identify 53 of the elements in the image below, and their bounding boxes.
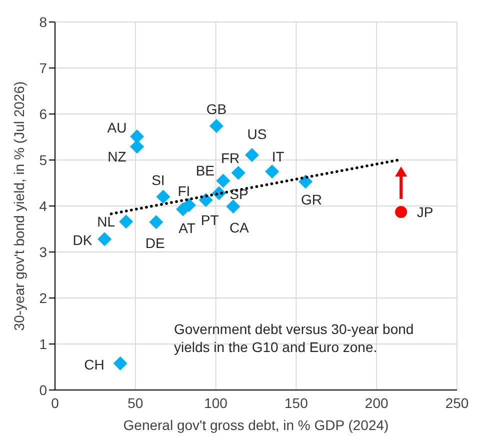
annotation: GB bbox=[206, 100, 227, 117]
x-tick-label: 50 bbox=[128, 394, 144, 411]
annotation: US bbox=[247, 126, 267, 142]
point bbox=[198, 193, 213, 208]
x-tick-label: 250 bbox=[445, 394, 469, 411]
y-tick-label: 6 bbox=[39, 106, 48, 122]
y-tick-label: 8 bbox=[39, 14, 48, 30]
point bbox=[149, 215, 164, 230]
annotation: SP bbox=[230, 186, 248, 202]
point bbox=[395, 206, 408, 218]
point bbox=[156, 190, 170, 204]
y-tick-label: 2 bbox=[39, 290, 48, 306]
annotation: NL bbox=[97, 214, 116, 230]
annotation: SI bbox=[152, 172, 165, 188]
y-tick-label: 4 bbox=[39, 198, 48, 214]
y-tick-label: 1 bbox=[39, 336, 48, 352]
y-tick-label: 3 bbox=[39, 244, 48, 260]
x-tick-label: 150 bbox=[284, 394, 308, 411]
point bbox=[244, 148, 259, 162]
annotation: GR bbox=[301, 192, 322, 208]
annotation: FI bbox=[178, 183, 190, 200]
annotation: DE bbox=[145, 235, 165, 252]
annotation: JP bbox=[416, 204, 434, 220]
annotation: CA bbox=[229, 219, 250, 236]
point bbox=[98, 232, 112, 246]
annotation: IT bbox=[272, 148, 285, 164]
x-axis-title: General gov't gross debt, in % GDP (2024) bbox=[123, 417, 389, 433]
x-tick-label: 0 bbox=[51, 394, 60, 411]
annotation: DK bbox=[72, 232, 93, 248]
x-tick-label: 100 bbox=[204, 394, 228, 411]
x-tick-label: 200 bbox=[364, 394, 388, 411]
annotation: PT bbox=[200, 212, 220, 228]
point bbox=[130, 140, 144, 154]
point bbox=[265, 164, 280, 178]
annotation: FR bbox=[220, 150, 240, 166]
point bbox=[298, 174, 313, 189]
point bbox=[176, 202, 190, 216]
y-tick-label: 7 bbox=[39, 60, 48, 76]
point bbox=[231, 166, 246, 180]
annotation: NZ bbox=[108, 148, 127, 165]
y-tick-label: 0 bbox=[39, 382, 48, 398]
point bbox=[113, 356, 128, 370]
annotation: CH bbox=[84, 356, 104, 372]
point bbox=[226, 199, 240, 214]
annotation: AU bbox=[107, 120, 127, 136]
annotation: BE bbox=[196, 162, 215, 179]
annotation: Government debt versus 30-year bond yields in the G10 and Euro zone. bbox=[174, 320, 415, 356]
point bbox=[216, 174, 230, 188]
y-axis-title: 30-year gov't bond yield, in % (Jul 2026) bbox=[11, 81, 27, 331]
point bbox=[209, 118, 224, 133]
point bbox=[119, 214, 134, 229]
y-tick-label: 5 bbox=[39, 152, 48, 168]
annotation: AT bbox=[178, 220, 196, 236]
